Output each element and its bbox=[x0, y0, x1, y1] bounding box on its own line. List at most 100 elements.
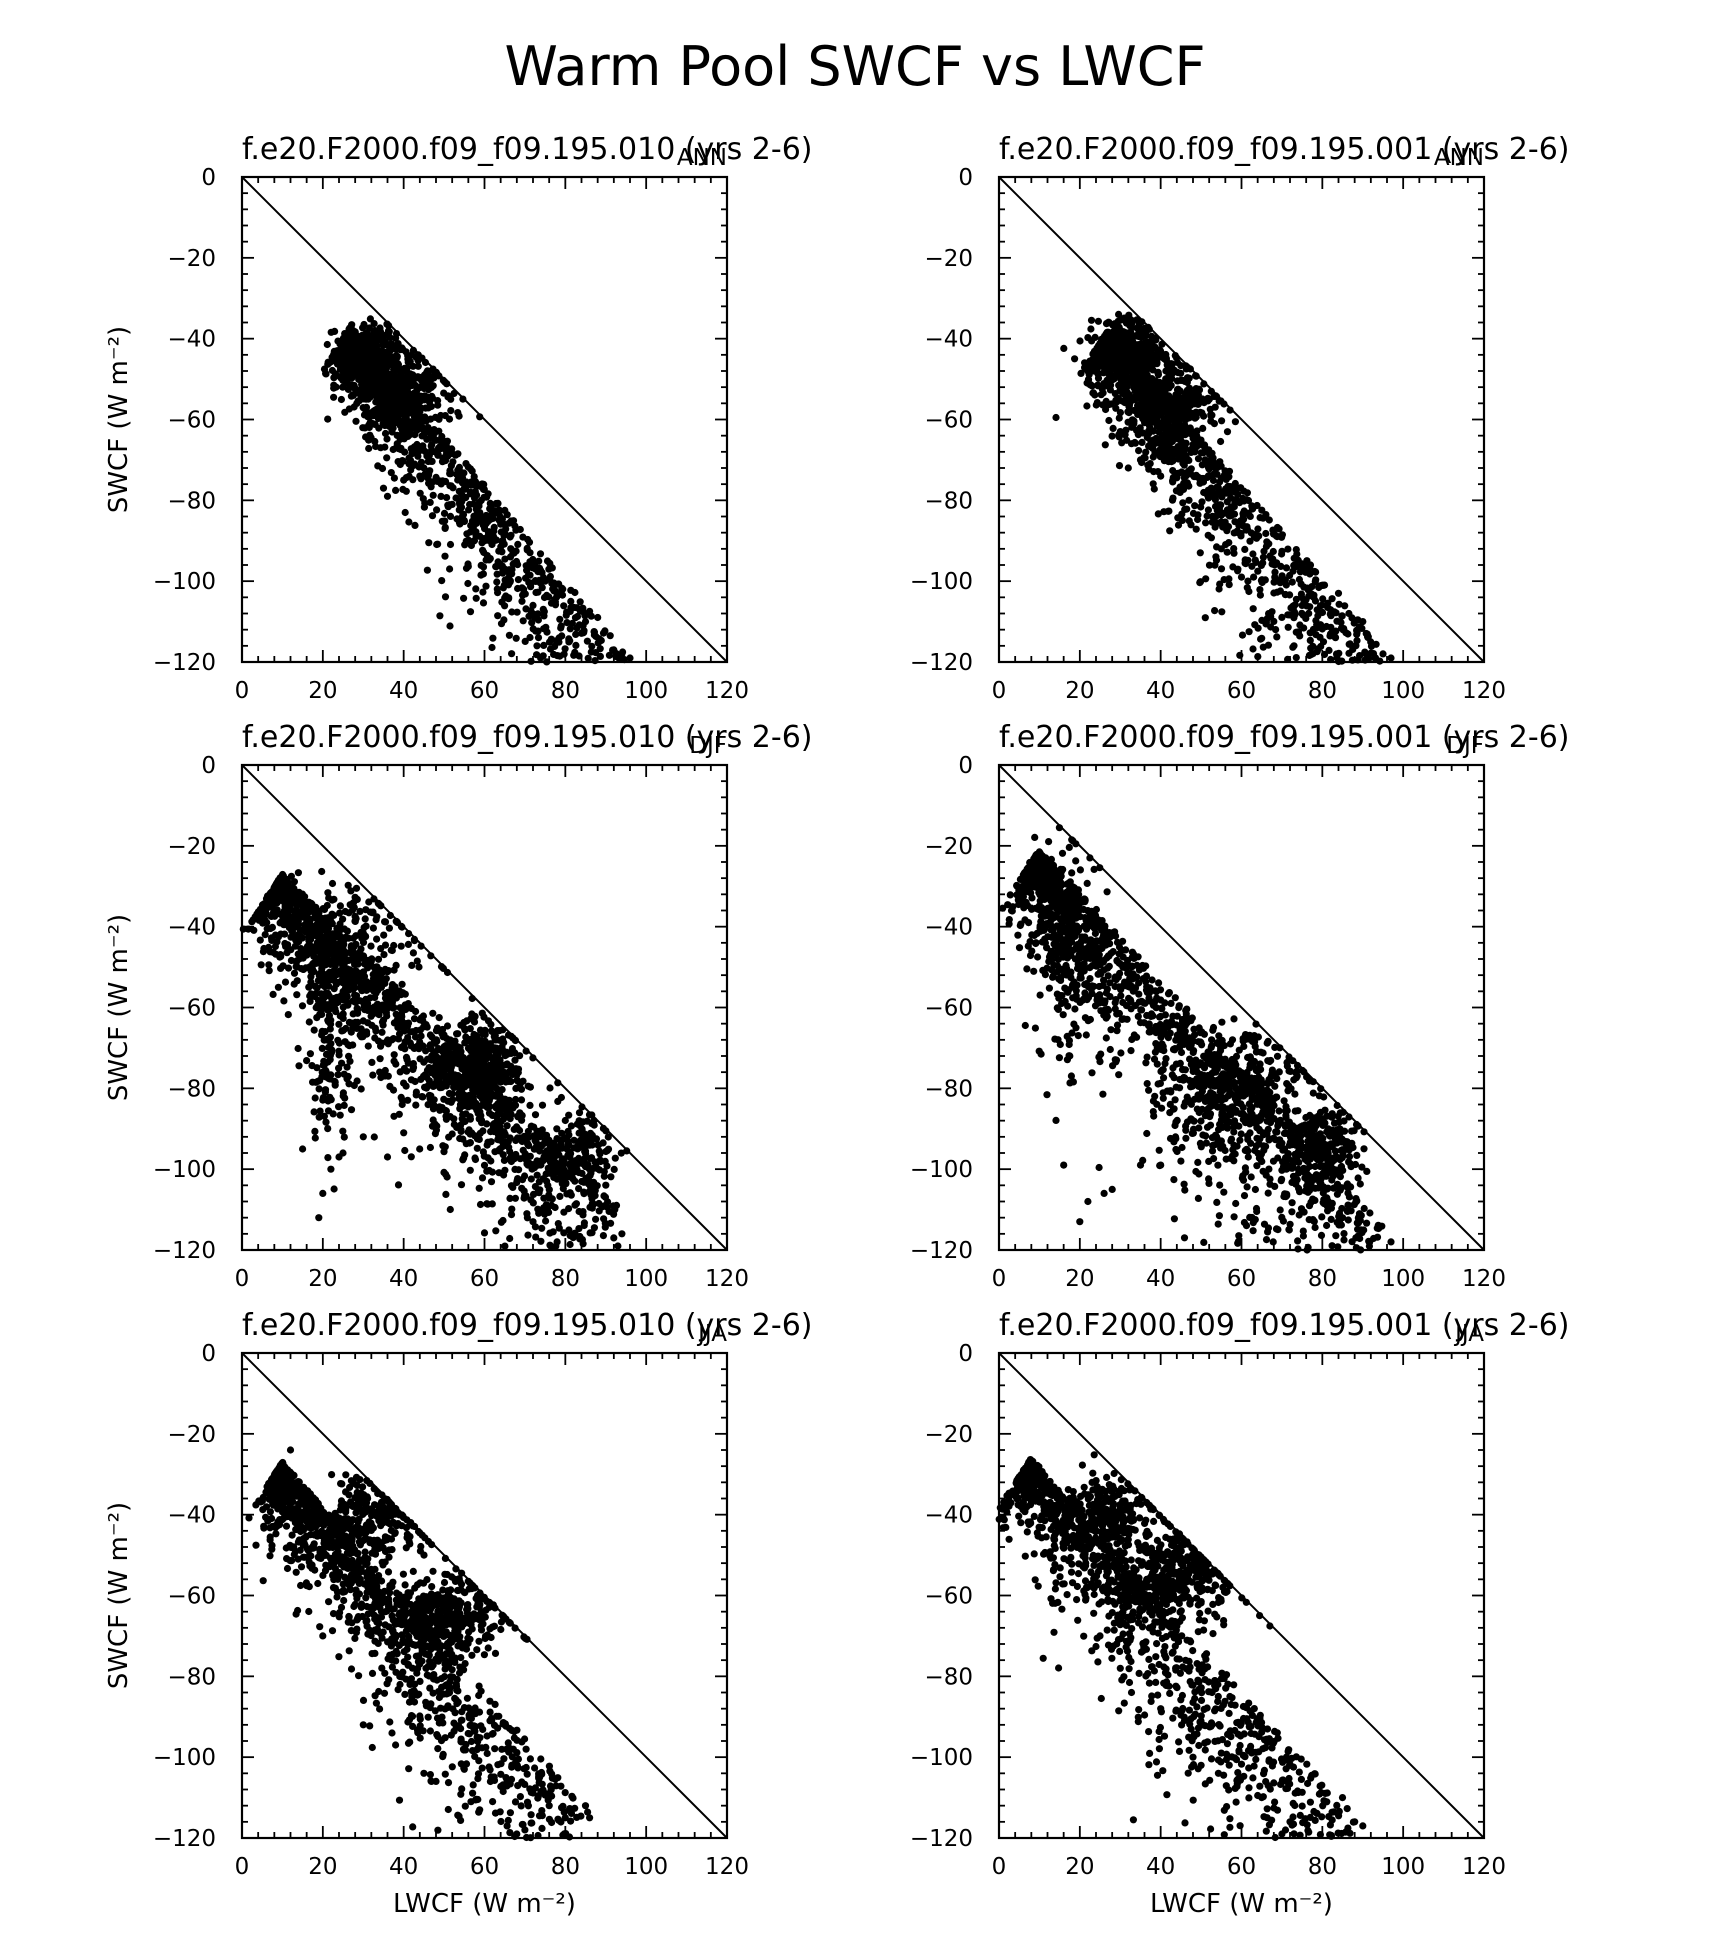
data-point bbox=[416, 1145, 424, 1153]
data-point bbox=[1202, 519, 1210, 527]
data-point bbox=[1339, 626, 1347, 634]
data-point bbox=[553, 589, 561, 597]
data-point bbox=[283, 949, 291, 957]
data-point bbox=[439, 1142, 447, 1150]
data-point bbox=[1168, 360, 1176, 368]
data-point bbox=[570, 603, 578, 612]
data-point bbox=[538, 1224, 546, 1232]
data-point bbox=[501, 594, 509, 602]
data-point bbox=[1306, 629, 1314, 637]
data-point bbox=[1129, 368, 1137, 376]
data-point bbox=[401, 408, 409, 416]
data-point bbox=[459, 395, 467, 403]
data-point bbox=[1223, 428, 1232, 436]
data-point bbox=[364, 1042, 372, 1050]
data-point bbox=[1197, 503, 1205, 511]
data-point bbox=[462, 537, 470, 545]
data-point bbox=[389, 1035, 398, 1043]
data-point bbox=[330, 393, 338, 401]
data-point bbox=[413, 440, 421, 449]
data-point bbox=[592, 649, 600, 657]
data-point bbox=[1318, 601, 1326, 609]
data-point bbox=[561, 645, 569, 653]
data-point bbox=[345, 352, 353, 361]
data-point bbox=[466, 465, 474, 473]
data-point bbox=[381, 368, 390, 376]
data-point bbox=[389, 402, 397, 410]
data-point bbox=[501, 506, 509, 514]
data-point bbox=[438, 477, 447, 485]
data-point bbox=[1114, 394, 1122, 403]
data-point bbox=[1194, 511, 1202, 519]
data-point bbox=[441, 378, 449, 386]
data-point bbox=[1231, 418, 1239, 426]
data-point bbox=[1284, 545, 1292, 553]
data-point bbox=[1256, 591, 1264, 599]
data-point bbox=[520, 1194, 528, 1202]
data-point bbox=[324, 415, 332, 423]
data-point bbox=[562, 611, 570, 619]
data-point bbox=[1248, 562, 1256, 570]
data-point bbox=[382, 331, 390, 339]
data-point bbox=[568, 619, 577, 628]
data-point bbox=[575, 1225, 583, 1233]
data-point bbox=[431, 413, 440, 421]
data-point bbox=[542, 1217, 550, 1225]
data-point bbox=[470, 514, 478, 522]
data-point bbox=[545, 565, 553, 573]
data-point bbox=[330, 381, 338, 389]
data-point bbox=[483, 1141, 491, 1149]
data-point bbox=[441, 412, 449, 420]
data-point bbox=[576, 598, 584, 606]
data-point bbox=[1149, 453, 1157, 461]
data-point bbox=[1179, 499, 1187, 507]
data-point bbox=[1290, 554, 1298, 562]
data-point bbox=[1109, 328, 1117, 336]
data-point bbox=[1103, 332, 1111, 340]
data-point bbox=[1292, 628, 1300, 636]
data-point bbox=[1154, 368, 1162, 376]
data-point bbox=[336, 373, 344, 381]
data-point bbox=[281, 978, 290, 986]
data-point bbox=[1237, 573, 1246, 581]
data-point bbox=[359, 424, 367, 432]
data-point bbox=[387, 340, 396, 348]
data-point bbox=[344, 362, 353, 370]
data-point bbox=[572, 630, 580, 639]
data-point bbox=[530, 1123, 538, 1131]
data-point bbox=[1125, 311, 1133, 319]
data-point bbox=[436, 445, 444, 453]
data-point bbox=[402, 487, 410, 495]
data-point bbox=[1182, 365, 1190, 373]
data-point bbox=[534, 634, 543, 642]
data-point bbox=[1076, 337, 1084, 345]
data-point bbox=[1099, 389, 1107, 397]
data-point bbox=[416, 489, 424, 497]
data-point bbox=[1335, 600, 1343, 608]
data-point bbox=[1213, 470, 1221, 478]
data-point bbox=[484, 490, 492, 498]
data-point bbox=[434, 401, 442, 409]
data-point bbox=[365, 444, 373, 453]
data-point bbox=[430, 1102, 438, 1110]
data-point bbox=[462, 564, 471, 572]
data-point bbox=[512, 634, 520, 642]
data-point bbox=[1143, 365, 1151, 373]
data-point bbox=[488, 643, 496, 652]
data-point bbox=[565, 1226, 573, 1234]
data-point bbox=[588, 642, 596, 650]
data-point bbox=[1207, 417, 1215, 425]
data-point bbox=[560, 602, 568, 610]
data-point bbox=[349, 1010, 357, 1018]
data-point bbox=[484, 1200, 492, 1208]
data-point bbox=[1172, 410, 1180, 418]
data-point bbox=[539, 605, 547, 613]
x-tick-label: 100 bbox=[1381, 678, 1425, 704]
data-point bbox=[1105, 416, 1113, 425]
data-point bbox=[465, 506, 473, 514]
y-tick-label: −80 bbox=[924, 488, 973, 514]
data-point bbox=[392, 346, 400, 354]
data-point bbox=[1255, 532, 1263, 540]
data-point bbox=[571, 648, 579, 657]
data-point bbox=[1107, 400, 1115, 408]
